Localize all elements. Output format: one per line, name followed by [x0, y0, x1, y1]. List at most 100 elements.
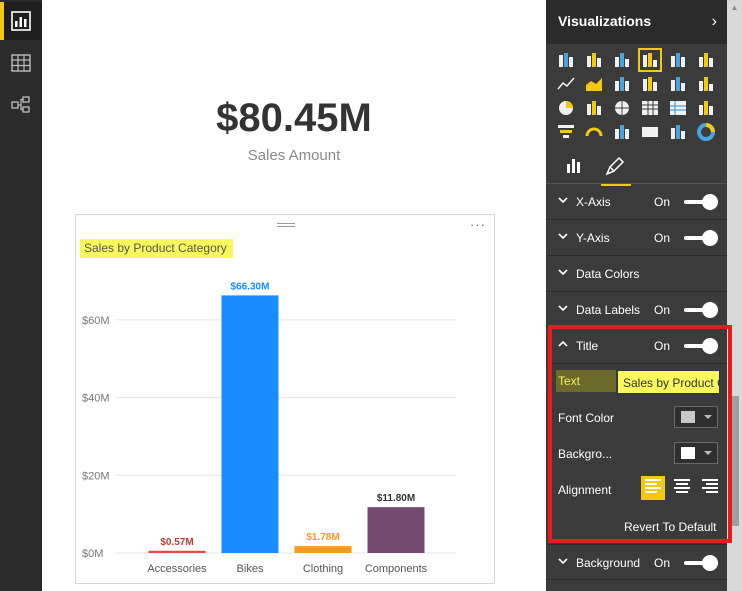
align-right-icon: [701, 478, 719, 499]
drag-handle[interactable]: [277, 223, 295, 227]
table-icon: [11, 54, 31, 72]
ribbon-icon[interactable]: [696, 74, 716, 94]
chevron-down-icon: [558, 269, 568, 276]
section-label: Y-Axis: [576, 231, 610, 245]
y-tick-label: $20M: [82, 470, 110, 482]
gauge-icon[interactable]: [584, 122, 604, 142]
x-tick-label: Clothing: [303, 563, 343, 575]
alignment-label: Alignment: [558, 483, 612, 497]
data-view-button[interactable]: [0, 44, 42, 82]
align-center-icon: [673, 478, 691, 499]
section-x-axis[interactable]: X-Axis On: [546, 184, 727, 220]
multi-row-card-icon[interactable]: [612, 122, 632, 142]
scroll-up-icon[interactable]: ▲: [730, 3, 739, 12]
bar-chart-visual[interactable]: ··· Sales by Product Category $0M $20M $40…: [75, 214, 495, 584]
funnel-icon[interactable]: [556, 122, 576, 142]
clustered-column-icon[interactable]: [638, 48, 662, 72]
matrix-icon[interactable]: [668, 98, 688, 118]
section-state: On: [654, 231, 671, 245]
line-column-icon[interactable]: [640, 74, 660, 94]
align-right-button[interactable]: [698, 476, 722, 500]
card-visual[interactable]: $80.45M Sales Amount: [42, 96, 546, 164]
visualizations-pane: Visualizations › ▲ X-Axis On Y-Axis On Data …: [546, 0, 742, 591]
clustered-bar-icon[interactable]: [612, 50, 632, 70]
revert-to-default-link[interactable]: Revert To Default: [624, 520, 717, 534]
pane-tabs: [546, 148, 727, 186]
data-label: $66.30M: [231, 281, 270, 292]
bar-bikes[interactable]: [221, 295, 279, 553]
section-state: On: [654, 303, 671, 317]
section-background[interactable]: Background On: [546, 544, 727, 580]
report-view-button[interactable]: [0, 2, 42, 40]
relationships-icon: [11, 96, 31, 114]
tab-fields[interactable]: [562, 154, 586, 182]
tab-format[interactable]: [601, 154, 631, 186]
bar-clothing[interactable]: [294, 546, 352, 553]
data-label: $1.78M: [306, 532, 339, 543]
stacked-bar-icon[interactable]: [556, 50, 576, 70]
bar-components[interactable]: [367, 507, 425, 553]
pane-title: Visualizations: [558, 13, 652, 29]
font-color-picker[interactable]: [674, 406, 718, 428]
relationships-view-button[interactable]: [0, 86, 42, 124]
title-text-input[interactable]: Sales by Product Category: [617, 370, 720, 394]
background-color-picker[interactable]: [674, 442, 718, 464]
chevron-down-icon: [704, 415, 712, 419]
font-color-label: Font Color: [558, 411, 615, 425]
section-label: Data Labels: [576, 303, 641, 317]
100-bar-icon[interactable]: [668, 50, 688, 70]
section-label: Data Colors: [576, 267, 640, 281]
pane-scroll-thumb[interactable]: [730, 396, 739, 526]
100-column-icon[interactable]: [696, 50, 716, 70]
align-left-button[interactable]: [641, 476, 665, 500]
section-data-labels[interactable]: Data Labels On: [546, 292, 727, 328]
area-icon[interactable]: [584, 74, 604, 94]
background-toggle[interactable]: [684, 555, 718, 571]
section-state: On: [654, 195, 671, 209]
chart-plot-area: $0M $20M $40M $60M $0.57M Accessories $66.30M B…: [82, 281, 456, 575]
chevron-down-icon: [558, 233, 568, 240]
line-icon[interactable]: [556, 74, 576, 94]
title-text-label: Text: [556, 370, 616, 392]
font-color-swatch: [681, 411, 695, 423]
stacked-area-icon[interactable]: [612, 74, 632, 94]
align-center-button[interactable]: [670, 476, 694, 500]
chevron-down-icon: [558, 197, 568, 204]
bar-chart-icon: [11, 11, 31, 31]
map-icon[interactable]: [612, 98, 632, 118]
card-value: $80.45M: [216, 96, 372, 140]
align-left-icon: [644, 478, 662, 499]
stacked-column-icon[interactable]: [584, 50, 604, 70]
section-toggle[interactable]: [684, 194, 718, 210]
bar-accessories[interactable]: [148, 550, 206, 553]
chevron-up-icon: [558, 340, 568, 347]
chevron-down-icon: [558, 305, 568, 312]
x-tick-label: Accessories: [147, 563, 207, 575]
y-tick-label: $60M: [82, 315, 110, 327]
fields-icon: [566, 158, 582, 179]
card-icon[interactable]: [640, 122, 660, 142]
x-tick-label: Components: [365, 563, 428, 575]
more-options-button[interactable]: ···: [470, 217, 486, 232]
y-tick-label: $0M: [82, 548, 103, 560]
treemap-icon[interactable]: [584, 98, 604, 118]
line-clustered-icon[interactable]: [668, 74, 688, 94]
section-data-colors[interactable]: Data Colors: [546, 256, 727, 292]
table-icon[interactable]: [640, 98, 660, 118]
section-title[interactable]: Title On: [546, 328, 727, 364]
slicer-icon[interactable]: [668, 122, 688, 142]
section-y-axis[interactable]: Y-Axis On: [546, 220, 727, 256]
chevron-down-icon: [704, 451, 712, 455]
section-label: Background: [576, 556, 641, 570]
x-tick-label: Bikes: [237, 563, 264, 575]
donut-icon[interactable]: [696, 122, 716, 142]
report-canvas: $80.45M Sales Amount ··· Sales by Produc…: [42, 0, 546, 591]
chevron-right-icon[interactable]: ›: [711, 13, 717, 30]
pie-icon[interactable]: [556, 98, 576, 118]
y-tick-label: $40M: [82, 393, 110, 405]
section-toggle[interactable]: [684, 338, 718, 354]
section-label: X-Axis: [576, 195, 611, 209]
section-toggle[interactable]: [684, 230, 718, 246]
section-toggle[interactable]: [684, 302, 718, 318]
filled-map-icon[interactable]: [696, 98, 716, 118]
